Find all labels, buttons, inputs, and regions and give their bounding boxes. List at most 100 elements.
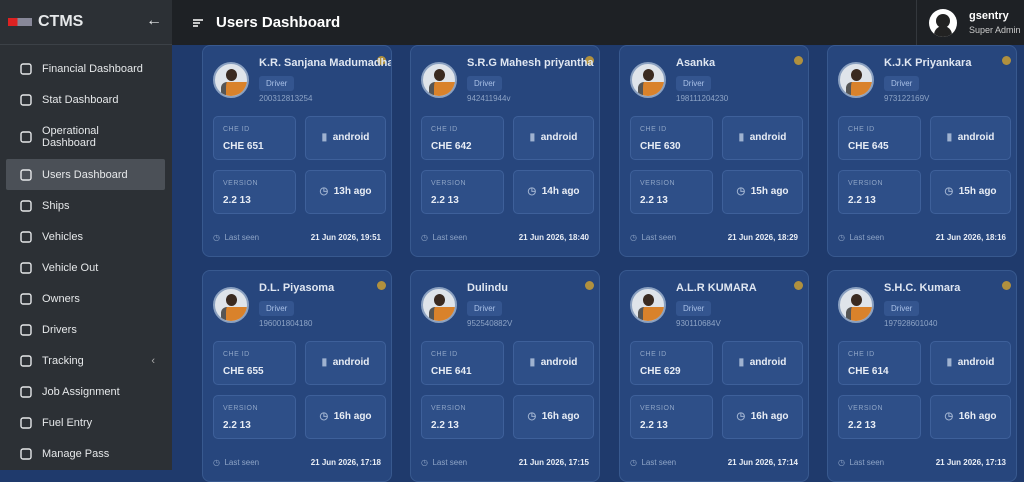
tile-label: VERSION xyxy=(431,180,467,187)
last-seen: ◷ Last seen xyxy=(421,458,468,467)
collapse-button[interactable]: ← xyxy=(146,12,162,29)
menu-toggle[interactable] xyxy=(192,17,204,29)
menu-item[interactable]: Fuel Entry xyxy=(6,407,165,438)
last-seen-date: 21 Jun 2026, 18:29 xyxy=(727,233,798,242)
che-tile: CHE ID CHE 655 xyxy=(213,341,296,385)
platform-name: android xyxy=(540,132,578,143)
user-card[interactable]: Asanka Driver 198111204230 CHE ID CHE 630 ▮ a… xyxy=(619,45,809,257)
menu-item[interactable]: Drivers xyxy=(6,314,165,345)
platform-name: android xyxy=(540,357,578,368)
status-dot xyxy=(794,281,803,290)
menu-label: Tracking xyxy=(42,354,84,367)
user-card[interactable]: Dulindu Driver 952540882V CHE ID CHE 641 ▮ an… xyxy=(410,270,600,482)
sidebar: CTMS ← Financial Dashboard Stat Dashboard O… xyxy=(0,0,172,470)
platform-tile: ▮ android xyxy=(513,116,594,160)
user-id: 930110684V xyxy=(676,319,721,328)
last-seen-date: 21 Jun 2026, 18:40 xyxy=(518,233,589,242)
platform-name: android xyxy=(957,132,995,143)
menu-item[interactable]: Manage Pass xyxy=(6,438,165,469)
ago-value: 13h ago xyxy=(333,186,372,197)
user-card[interactable]: A.L.R KUMARA Driver 930110684V CHE ID CHE 62… xyxy=(619,270,809,482)
tile-value: CHE 655 xyxy=(223,366,264,377)
platform-tile: ▮ android xyxy=(930,341,1011,385)
user-id: 973122169V xyxy=(884,94,930,103)
ago: ◷ 16h ago xyxy=(527,411,580,422)
last-seen-date: 21 Jun 2026, 19:51 xyxy=(310,233,381,242)
user-card[interactable]: K.J.K Priyankara Driver 973122169V CHE ID CH… xyxy=(827,45,1017,257)
user-card[interactable]: S.R.G Mahesh priyantha Driver 942411944v CH… xyxy=(410,45,600,257)
platform: ▮ android xyxy=(529,357,578,368)
user-name: S.H.C. Kumara xyxy=(884,282,961,294)
page-title: Users Dashboard xyxy=(216,14,341,31)
user-card[interactable]: S.H.C. Kumara Driver 197928601040 CHE ID CHE… xyxy=(827,270,1017,482)
che-tile: CHE ID CHE 641 xyxy=(421,341,504,385)
user-card[interactable]: K.R. Sanjana Madumadhav Driver 20031281325… xyxy=(202,45,392,257)
last-seen: ◷ Last seen xyxy=(213,458,260,467)
menu-label: Fuel Entry xyxy=(42,416,93,429)
ago-tile: ◷ 16h ago xyxy=(722,395,803,439)
last-seen-label: Last seen xyxy=(849,458,885,467)
ago: ◷ 15h ago xyxy=(944,186,997,197)
menu-item[interactable]: Financial Dashboard xyxy=(6,53,165,84)
tile-label: VERSION xyxy=(223,180,259,187)
user-profile[interactable]: gsentry Super Admin xyxy=(916,0,1024,45)
menu-label: Vehicle Out xyxy=(42,261,99,274)
last-seen-date: 21 Jun 2026, 17:15 xyxy=(518,458,589,467)
platform: ▮ android xyxy=(738,357,787,368)
last-seen-label: Last seen xyxy=(224,233,260,242)
tile-value: CHE 629 xyxy=(640,366,681,377)
platform-tile: ▮ android xyxy=(305,116,386,160)
tile-label: CHE ID xyxy=(640,126,667,133)
last-seen: ◷ Last seen xyxy=(838,458,885,467)
role-badge: Driver xyxy=(676,301,712,316)
ago-tile: ◷ 14h ago xyxy=(513,170,594,214)
last-seen-label: Last seen xyxy=(641,233,677,242)
tile-value: 2.2 13 xyxy=(640,195,668,206)
tile-label: VERSION xyxy=(848,180,884,187)
ago-value: 14h ago xyxy=(541,186,580,197)
ago: ◷ 15h ago xyxy=(736,186,789,197)
last-seen-label: Last seen xyxy=(641,458,677,467)
menu-item[interactable]: Vehicles xyxy=(6,221,165,252)
che-tile: CHE ID CHE 645 xyxy=(838,116,921,160)
menu-item[interactable]: Ships xyxy=(6,190,165,221)
last-seen-label: Last seen xyxy=(432,233,468,242)
last-seen: ◷ Last seen xyxy=(630,233,677,242)
version-tile: VERSION 2.2 13 xyxy=(838,395,921,439)
tile-value: CHE 645 xyxy=(848,141,889,152)
menu-item[interactable]: Users Dashboard xyxy=(6,159,165,190)
platform-tile: ▮ android xyxy=(513,341,594,385)
platform-tile: ▮ android xyxy=(722,116,803,160)
tile-value: 2.2 13 xyxy=(431,420,459,431)
menu-item[interactable]: Owners xyxy=(6,283,165,314)
user-id: 198111204230 xyxy=(676,94,729,103)
last-seen-date: 21 Jun 2026, 18:16 xyxy=(935,233,1006,242)
che-tile: CHE ID CHE 629 xyxy=(630,341,713,385)
user-name: A.L.R KUMARA xyxy=(676,282,757,294)
user-id: 197928601040 xyxy=(884,319,938,328)
last-seen-label: Last seen xyxy=(849,233,885,242)
platform: ▮ android xyxy=(946,132,995,143)
menu-item[interactable]: Operational Dashboard xyxy=(6,115,165,159)
tile-label: VERSION xyxy=(640,405,676,412)
platform-tile: ▮ android xyxy=(305,341,386,385)
platform-tile: ▮ android xyxy=(930,116,1011,160)
last-seen-label: Last seen xyxy=(432,458,468,467)
tile-label: VERSION xyxy=(223,405,259,412)
menu-label: Operational Dashboard xyxy=(42,125,99,149)
avatar xyxy=(213,287,249,323)
ago-tile: ◷ 16h ago xyxy=(513,395,594,439)
version-tile: VERSION 2.2 13 xyxy=(421,170,504,214)
brand-name: CTMS xyxy=(38,13,84,30)
user-card[interactable]: D.L. Piyasoma Driver 196001804180 CHE ID CHE… xyxy=(202,270,392,482)
menu-item[interactable]: Stat Dashboard xyxy=(6,84,165,115)
ago: ◷ 16h ago xyxy=(736,411,789,422)
tile-label: CHE ID xyxy=(223,351,250,358)
menu-item[interactable]: Job Assignment xyxy=(6,376,165,407)
menu-item[interactable]: Vehicle Out xyxy=(6,252,165,283)
menu-item[interactable]: Tracking ‹ xyxy=(6,345,165,376)
tile-label: CHE ID xyxy=(848,126,875,133)
ago-value: 15h ago xyxy=(750,186,789,197)
last-seen-date: 21 Jun 2026, 17:14 xyxy=(727,458,798,467)
